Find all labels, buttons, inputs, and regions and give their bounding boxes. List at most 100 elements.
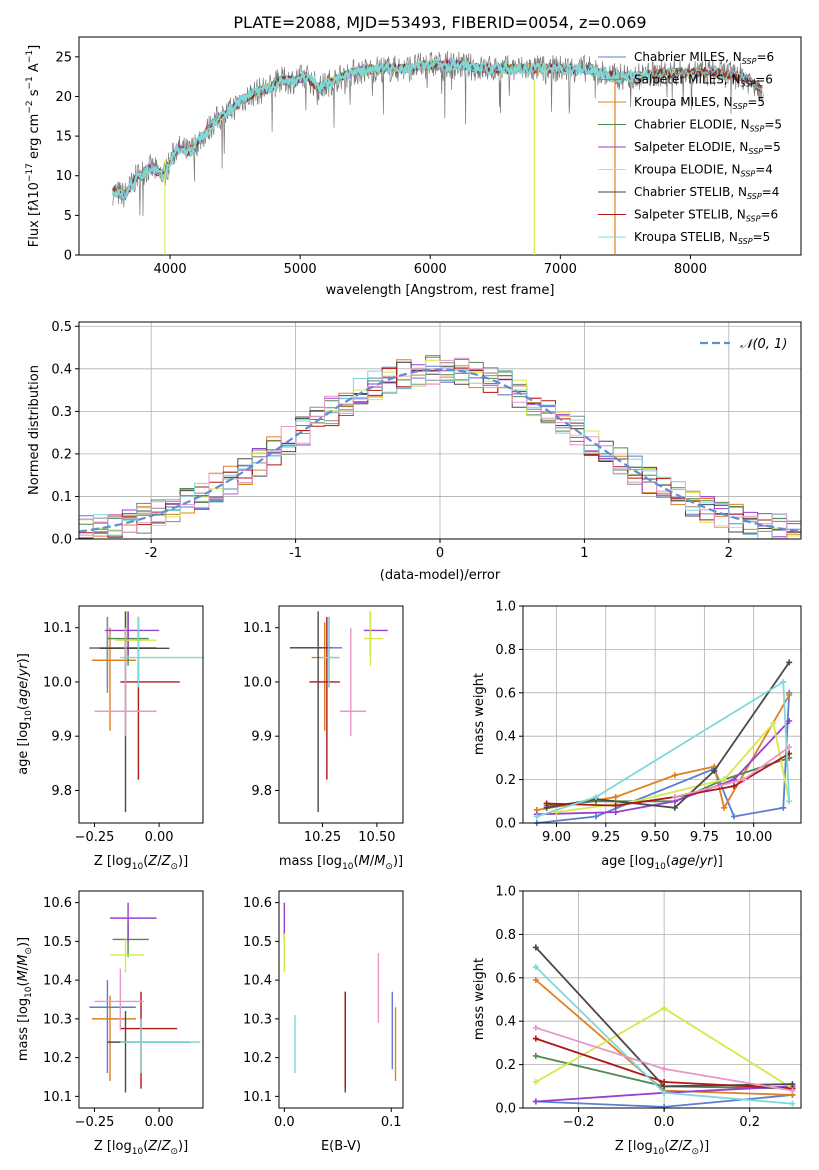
x-tick-label: 0.00 — [145, 830, 174, 845]
weight-marker — [789, 1100, 796, 1107]
histogram-clipped — [79, 355, 801, 539]
weight-line — [536, 692, 791, 824]
x-tick-label: 0.0 — [274, 1115, 295, 1130]
legend-subscript: SSP — [742, 57, 757, 66]
spectrum-title: PLATE=2088, MJD=53493, FIBERID=0054, z=0… — [233, 13, 646, 32]
spectrum-xlabel: wavelength [Angstrom, rest frame] — [326, 283, 555, 298]
x-tick-label: 9.75 — [690, 830, 719, 845]
age-z-xlabel: Z [log10(Z/Z⊙)] — [94, 854, 188, 872]
weight-line — [536, 694, 790, 811]
weight-marker — [532, 1098, 539, 1105]
mass-weight-vs-age-panel: 9.00 9.25 9.50 9.75 10.000.00.20.40.60.81.0 … — [472, 600, 802, 872]
x-tick-label: 2 — [725, 546, 733, 561]
legend-label: Salpeter STELIB, NSSP=6 — [634, 208, 778, 224]
mass-ebv-errorbars — [283, 902, 397, 1093]
y-tick-label: 10.0 — [243, 675, 272, 690]
x-tick-label: -2 — [145, 546, 158, 561]
y-tick-label: 10 — [55, 169, 72, 184]
spectrum-panel: PLATE=2088, MJD=53493, FIBERID=0054, z=0… — [25, 13, 802, 298]
x-tick-label: 9.25 — [591, 830, 620, 845]
y-tick-label: 10.2 — [43, 1051, 72, 1066]
weight-marker — [532, 1078, 539, 1085]
weight-marker — [711, 767, 718, 774]
legend-subscript: SSP — [733, 102, 748, 111]
x-tick-label: -1 — [289, 546, 302, 561]
legend-subscript: SSP — [748, 147, 763, 156]
mass-weight-vs-metallicity-panel: −0.2 0.0 0.2 0.0 0.2 0.4 0.6 0.8 1.0 Z [log10(Z/… — [472, 885, 802, 1157]
weight-marker — [780, 678, 787, 685]
legend-value: =6 — [760, 208, 778, 222]
mass-z-ticks: −0.25 0.00 10.1 10.2 10.3 10.4 10.5 10.6 — [43, 896, 174, 1130]
weight-z-axes-frame — [522, 890, 802, 1109]
weight-marker — [661, 1005, 668, 1012]
weight-marker — [612, 802, 619, 809]
weight-marker — [533, 813, 540, 820]
legend-subscript: SSP — [741, 170, 756, 179]
weight-marker — [661, 1089, 668, 1096]
x-tick-label: 9.00 — [542, 830, 571, 845]
legend-value: =4 — [762, 185, 780, 199]
histogram-xlabel: (data-model)/error — [380, 568, 501, 583]
y-tick-label: 0.8 — [495, 928, 516, 943]
y-tick-label: 9.8 — [51, 784, 72, 799]
weight-line — [536, 680, 791, 818]
y-tick-label: 10.1 — [243, 1090, 272, 1105]
model-spectrum-cyan — [111, 58, 653, 201]
mass-vs-metallicity-panel: −0.25 0.00 10.1 10.2 10.3 10.4 10.5 10.6 Z [log… — [16, 890, 204, 1157]
y-tick-label: 10.4 — [243, 974, 272, 989]
weight-marker — [780, 804, 787, 811]
spectrum-clipped — [111, 50, 764, 255]
weight-marker — [786, 744, 793, 751]
weight-marker — [532, 1052, 539, 1059]
legend-label: Kroupa ELODIE, NSSP=4 — [634, 163, 773, 179]
x-tick-label: 10.00 — [735, 830, 772, 845]
weight-marker — [730, 783, 737, 790]
weight-marker — [592, 813, 599, 820]
weight-marker — [543, 800, 550, 807]
y-tick-label: 0.6 — [495, 971, 516, 986]
y-tick-label: 0.0 — [51, 533, 72, 548]
x-tick-label: 6000 — [414, 262, 447, 277]
histogram-step-line — [79, 357, 801, 539]
y-tick-label: 0.5 — [51, 320, 72, 335]
legend-value: =5 — [764, 118, 782, 132]
age-mass-xlabel: mass [log10(M/M⊙)] — [279, 854, 403, 872]
age-mass-ticks: 10.25 10.50 9.8 9.9 10.0 10.1 — [243, 621, 395, 845]
legend-subscript: SSP — [750, 125, 765, 134]
weight-marker — [532, 976, 539, 983]
mass-vs-extinction-panel: 0.0 0.1 10.1 10.2 10.3 10.4 10.5 10.6 E(B-V) — [243, 890, 404, 1154]
weight-z-ticks: −0.2 0.0 0.2 0.0 0.2 0.4 0.6 0.8 1.0 — [495, 885, 760, 1131]
x-tick-label: 8000 — [674, 262, 707, 277]
mass-z-ylabel: mass [log10(M/M⊙)] — [16, 937, 34, 1061]
weight-marker — [661, 1065, 668, 1072]
age-z-axes-frame — [78, 605, 204, 824]
y-tick-label: 1.0 — [495, 885, 516, 900]
weight-marker — [612, 809, 619, 816]
weight-marker — [592, 793, 599, 800]
weight-marker — [671, 793, 678, 800]
normal-reference-curve — [78, 368, 802, 533]
legend-label: Chabrier STELIB, NSSP=4 — [634, 185, 779, 201]
x-tick-label: 0.00 — [145, 1115, 174, 1130]
age-z-ylabel: age [log10(age/yr)] — [16, 653, 34, 775]
y-tick-label: 15 — [55, 130, 72, 145]
weight-marker — [789, 1087, 796, 1094]
spectrum-ylabel: Flux [fλ10−17 erg cm−2 s−1 A−1] — [25, 45, 42, 247]
weight-marker — [612, 793, 619, 800]
x-tick-label: 10.25 — [304, 830, 341, 845]
normal-legend-label: 𝒩(0, 1) — [740, 337, 787, 352]
y-tick-label: 0.0 — [495, 817, 516, 832]
x-tick-label: 7000 — [544, 262, 577, 277]
mass-z-xlabel: Z [log10(Z/Z⊙)] — [94, 1139, 188, 1157]
y-tick-label: 0.0 — [495, 1102, 516, 1117]
x-tick-label: 0 — [436, 546, 444, 561]
y-tick-label: 0.1 — [51, 490, 72, 505]
spectrum-legend: Chabrier MILES, NSSP=6 Salpeter MILES, NS… — [598, 50, 782, 246]
age-mass-errorbars — [289, 611, 388, 813]
weight-age-ylabel: mass weight — [472, 673, 487, 755]
legend-value: =6 — [755, 73, 773, 87]
x-tick-label: 9.50 — [641, 830, 670, 845]
weight-marker — [661, 1078, 668, 1085]
legend-value: =6 — [756, 50, 774, 64]
